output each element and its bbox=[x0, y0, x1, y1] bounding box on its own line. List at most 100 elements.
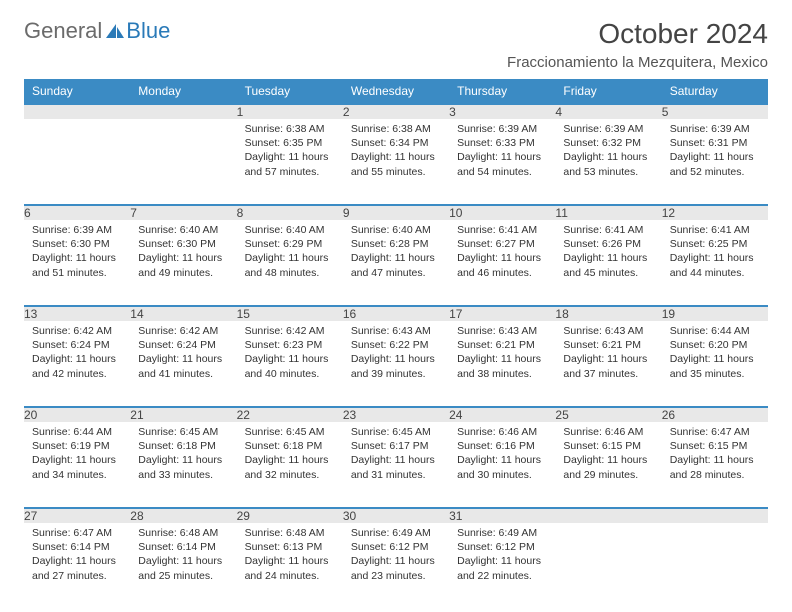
day-content: Sunrise: 6:43 AMSunset: 6:21 PMDaylight:… bbox=[555, 321, 661, 387]
calendar-table: SundayMondayTuesdayWednesdayThursdayFrid… bbox=[24, 79, 768, 609]
day-number: 25 bbox=[555, 407, 661, 422]
day-cell: Sunrise: 6:47 AMSunset: 6:15 PMDaylight:… bbox=[662, 422, 768, 508]
day-header: Saturday bbox=[662, 79, 768, 104]
day-number: 10 bbox=[449, 205, 555, 220]
day-content: Sunrise: 6:46 AMSunset: 6:16 PMDaylight:… bbox=[449, 422, 555, 488]
day-cell bbox=[24, 119, 130, 205]
day-cell: Sunrise: 6:41 AMSunset: 6:25 PMDaylight:… bbox=[662, 220, 768, 306]
day-number: 16 bbox=[343, 306, 449, 321]
day-number: 8 bbox=[237, 205, 343, 220]
day-cell: Sunrise: 6:48 AMSunset: 6:14 PMDaylight:… bbox=[130, 523, 236, 609]
day-number: 26 bbox=[662, 407, 768, 422]
day-cell: Sunrise: 6:41 AMSunset: 6:27 PMDaylight:… bbox=[449, 220, 555, 306]
day-cell: Sunrise: 6:41 AMSunset: 6:26 PMDaylight:… bbox=[555, 220, 661, 306]
day-content: Sunrise: 6:41 AMSunset: 6:27 PMDaylight:… bbox=[449, 220, 555, 286]
day-content: Sunrise: 6:45 AMSunset: 6:18 PMDaylight:… bbox=[237, 422, 343, 488]
day-header: Thursday bbox=[449, 79, 555, 104]
day-number bbox=[555, 508, 661, 523]
location-subtitle: Fraccionamiento la Mezquitera, Mexico bbox=[507, 54, 768, 71]
day-cell: Sunrise: 6:40 AMSunset: 6:29 PMDaylight:… bbox=[237, 220, 343, 306]
day-number: 12 bbox=[662, 205, 768, 220]
day-number: 23 bbox=[343, 407, 449, 422]
day-cell: Sunrise: 6:44 AMSunset: 6:20 PMDaylight:… bbox=[662, 321, 768, 407]
daynum-row: 12345 bbox=[24, 104, 768, 119]
day-content: Sunrise: 6:45 AMSunset: 6:17 PMDaylight:… bbox=[343, 422, 449, 488]
day-number: 2 bbox=[343, 104, 449, 119]
day-number: 11 bbox=[555, 205, 661, 220]
day-content: Sunrise: 6:47 AMSunset: 6:15 PMDaylight:… bbox=[662, 422, 768, 488]
day-cell: Sunrise: 6:42 AMSunset: 6:24 PMDaylight:… bbox=[130, 321, 236, 407]
day-header: Tuesday bbox=[237, 79, 343, 104]
day-content: Sunrise: 6:49 AMSunset: 6:12 PMDaylight:… bbox=[343, 523, 449, 589]
day-cell: Sunrise: 6:40 AMSunset: 6:28 PMDaylight:… bbox=[343, 220, 449, 306]
day-content: Sunrise: 6:39 AMSunset: 6:32 PMDaylight:… bbox=[555, 119, 661, 185]
day-number: 22 bbox=[237, 407, 343, 422]
day-number: 3 bbox=[449, 104, 555, 119]
day-number: 20 bbox=[24, 407, 130, 422]
day-number: 6 bbox=[24, 205, 130, 220]
day-cell: Sunrise: 6:48 AMSunset: 6:13 PMDaylight:… bbox=[237, 523, 343, 609]
day-content: Sunrise: 6:39 AMSunset: 6:33 PMDaylight:… bbox=[449, 119, 555, 185]
day-cell: Sunrise: 6:43 AMSunset: 6:21 PMDaylight:… bbox=[449, 321, 555, 407]
day-cell: Sunrise: 6:45 AMSunset: 6:18 PMDaylight:… bbox=[237, 422, 343, 508]
day-header: Wednesday bbox=[343, 79, 449, 104]
daynum-row: 6789101112 bbox=[24, 205, 768, 220]
day-cell: Sunrise: 6:43 AMSunset: 6:22 PMDaylight:… bbox=[343, 321, 449, 407]
day-cell: Sunrise: 6:46 AMSunset: 6:16 PMDaylight:… bbox=[449, 422, 555, 508]
day-content-row: Sunrise: 6:47 AMSunset: 6:14 PMDaylight:… bbox=[24, 523, 768, 609]
day-content: Sunrise: 6:38 AMSunset: 6:35 PMDaylight:… bbox=[237, 119, 343, 185]
logo-text-blue: Blue bbox=[126, 18, 170, 44]
day-number: 28 bbox=[130, 508, 236, 523]
day-content: Sunrise: 6:41 AMSunset: 6:26 PMDaylight:… bbox=[555, 220, 661, 286]
day-content-row: Sunrise: 6:42 AMSunset: 6:24 PMDaylight:… bbox=[24, 321, 768, 407]
month-title: October 2024 bbox=[507, 18, 768, 50]
calendar-header-row: SundayMondayTuesdayWednesdayThursdayFrid… bbox=[24, 79, 768, 104]
day-cell: Sunrise: 6:44 AMSunset: 6:19 PMDaylight:… bbox=[24, 422, 130, 508]
day-content-row: Sunrise: 6:39 AMSunset: 6:30 PMDaylight:… bbox=[24, 220, 768, 306]
day-cell: Sunrise: 6:39 AMSunset: 6:30 PMDaylight:… bbox=[24, 220, 130, 306]
day-header: Sunday bbox=[24, 79, 130, 104]
logo-sail-icon bbox=[106, 24, 124, 38]
day-content: Sunrise: 6:48 AMSunset: 6:13 PMDaylight:… bbox=[237, 523, 343, 589]
day-number: 29 bbox=[237, 508, 343, 523]
day-cell: Sunrise: 6:38 AMSunset: 6:35 PMDaylight:… bbox=[237, 119, 343, 205]
day-cell: Sunrise: 6:45 AMSunset: 6:18 PMDaylight:… bbox=[130, 422, 236, 508]
day-number: 30 bbox=[343, 508, 449, 523]
daynum-row: 13141516171819 bbox=[24, 306, 768, 321]
day-content: Sunrise: 6:41 AMSunset: 6:25 PMDaylight:… bbox=[662, 220, 768, 286]
day-content: Sunrise: 6:42 AMSunset: 6:23 PMDaylight:… bbox=[237, 321, 343, 387]
day-cell: Sunrise: 6:40 AMSunset: 6:30 PMDaylight:… bbox=[130, 220, 236, 306]
day-content: Sunrise: 6:38 AMSunset: 6:34 PMDaylight:… bbox=[343, 119, 449, 185]
day-cell: Sunrise: 6:39 AMSunset: 6:32 PMDaylight:… bbox=[555, 119, 661, 205]
day-content: Sunrise: 6:47 AMSunset: 6:14 PMDaylight:… bbox=[24, 523, 130, 589]
day-cell bbox=[662, 523, 768, 609]
title-block: October 2024 Fraccionamiento la Mezquite… bbox=[507, 18, 768, 71]
day-number: 31 bbox=[449, 508, 555, 523]
day-header: Monday bbox=[130, 79, 236, 104]
day-cell bbox=[555, 523, 661, 609]
day-cell: Sunrise: 6:45 AMSunset: 6:17 PMDaylight:… bbox=[343, 422, 449, 508]
day-number: 19 bbox=[662, 306, 768, 321]
day-cell: Sunrise: 6:39 AMSunset: 6:31 PMDaylight:… bbox=[662, 119, 768, 205]
logo: General Blue bbox=[24, 18, 170, 44]
day-number bbox=[24, 104, 130, 119]
day-content: Sunrise: 6:42 AMSunset: 6:24 PMDaylight:… bbox=[24, 321, 130, 387]
day-cell: Sunrise: 6:49 AMSunset: 6:12 PMDaylight:… bbox=[343, 523, 449, 609]
day-content: Sunrise: 6:42 AMSunset: 6:24 PMDaylight:… bbox=[130, 321, 236, 387]
day-cell: Sunrise: 6:42 AMSunset: 6:23 PMDaylight:… bbox=[237, 321, 343, 407]
logo-text-general: General bbox=[24, 18, 102, 44]
day-cell: Sunrise: 6:46 AMSunset: 6:15 PMDaylight:… bbox=[555, 422, 661, 508]
day-content: Sunrise: 6:43 AMSunset: 6:21 PMDaylight:… bbox=[449, 321, 555, 387]
day-content: Sunrise: 6:44 AMSunset: 6:19 PMDaylight:… bbox=[24, 422, 130, 488]
day-number: 7 bbox=[130, 205, 236, 220]
daynum-row: 2728293031 bbox=[24, 508, 768, 523]
header: General Blue October 2024 Fraccionamient… bbox=[24, 18, 768, 71]
day-cell: Sunrise: 6:47 AMSunset: 6:14 PMDaylight:… bbox=[24, 523, 130, 609]
day-number bbox=[662, 508, 768, 523]
day-content-row: Sunrise: 6:44 AMSunset: 6:19 PMDaylight:… bbox=[24, 422, 768, 508]
day-content: Sunrise: 6:39 AMSunset: 6:30 PMDaylight:… bbox=[24, 220, 130, 286]
day-number: 27 bbox=[24, 508, 130, 523]
day-number: 17 bbox=[449, 306, 555, 321]
day-number: 9 bbox=[343, 205, 449, 220]
day-cell bbox=[130, 119, 236, 205]
